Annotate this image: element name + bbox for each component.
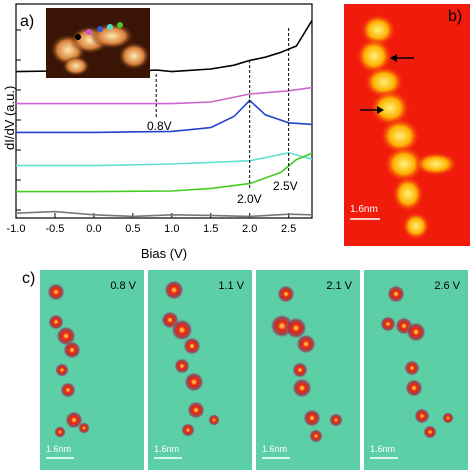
spectrum-curve xyxy=(16,151,313,167)
x-axis-label: Bias (V) xyxy=(141,246,187,261)
x-tick-label: 2.5 xyxy=(281,223,296,235)
frame-scalebar-label: 1.6nm xyxy=(46,444,72,454)
inset-stm-image xyxy=(46,8,150,78)
inset-dot-green xyxy=(117,22,123,28)
panel-b-label: b) xyxy=(448,8,463,25)
panel-b: b) 1.6nm xyxy=(344,4,470,246)
annotation-0p8v: 0.8V xyxy=(147,119,172,133)
inset-dot-black xyxy=(75,34,81,40)
frame-topography xyxy=(370,285,454,459)
inset-dot-cyan xyxy=(107,24,113,30)
inset-dot-blue xyxy=(97,26,103,32)
x-tick-label: -1.0 xyxy=(7,223,26,235)
x-tick-label: 2.0 xyxy=(242,223,257,235)
panel-c-label: c) xyxy=(22,270,36,287)
panel-a: -1.0 -0.5 0.0 0.5 1.0 1.5 2.0 2.5 a) dI/dV (a.u… xyxy=(0,0,330,262)
annotation-2p5v: 2.5V xyxy=(273,179,298,193)
bias-frame: 2.1 V 1.6nm xyxy=(256,270,360,470)
spectrum-curve xyxy=(16,86,313,105)
annotation-2p0v: 2.0V xyxy=(237,192,262,206)
panel-a-label: a) xyxy=(20,13,34,30)
panel-b-scalebar-label: 1.6nm xyxy=(350,204,378,215)
plot-frame xyxy=(15,3,313,219)
bias-label: 0.8 V xyxy=(110,280,136,292)
bias-frame: 2.6 V 1.6nm xyxy=(364,270,468,470)
frame-scalebar-label: 1.6nm xyxy=(370,444,396,454)
bias-frame: 0.8 V 1.6nm xyxy=(40,270,144,470)
x-tick-label: -0.5 xyxy=(45,223,64,235)
bias-label: 2.6 V xyxy=(434,280,460,292)
spectrum-curve xyxy=(15,210,313,218)
frame-scalebar-label: 1.6nm xyxy=(262,444,288,454)
frame-scalebar-label: 1.6nm xyxy=(154,444,180,454)
frame-topography xyxy=(154,280,220,459)
bias-label: 2.1 V xyxy=(326,280,352,292)
arrow-icon xyxy=(390,54,414,62)
frame-topography xyxy=(46,283,90,459)
y-axis-label: dI/dV (a.u.) xyxy=(2,86,17,150)
inset-dot-magenta xyxy=(86,29,92,35)
x-tick-label: 1.5 xyxy=(203,223,218,235)
x-tick-label: 0.5 xyxy=(125,223,140,235)
spectrum-curve xyxy=(16,99,313,134)
frame-topography xyxy=(262,285,343,459)
panel-c: 0.8 V 1.6nm 1.1 V 1.6nm 2.1 V 1.6nm 2.6 V 1.… xyxy=(40,270,472,472)
bias-frame: 1.1 V 1.6nm xyxy=(148,270,252,470)
arrow-icon xyxy=(360,106,384,114)
x-tick-label: 1.0 xyxy=(164,223,179,235)
bias-label: 1.1 V xyxy=(218,280,244,292)
inset-topography xyxy=(50,23,150,76)
panel-b-topography xyxy=(350,14,458,240)
spectra-chart: -1.0 -0.5 0.0 0.5 1.0 1.5 2.0 2.5 a) dI/dV (a.u… xyxy=(2,3,313,261)
x-tick-label: 0.0 xyxy=(86,223,101,235)
spectrum-curve xyxy=(16,152,313,193)
